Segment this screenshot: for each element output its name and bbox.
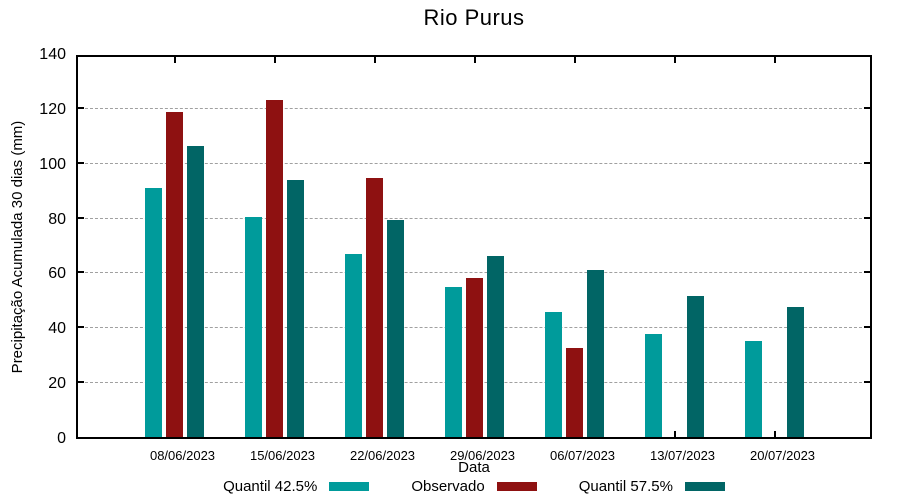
bar-observado: [266, 100, 283, 437]
y-tick-left: [78, 161, 84, 164]
legend-item: Observado: [411, 477, 537, 495]
bar-quantil-57-5-: [287, 180, 304, 437]
x-tick-top: [173, 57, 176, 63]
bar-observado: [366, 177, 383, 437]
bar-quantil-57-5-: [187, 145, 204, 437]
bar-quantil-42-5-: [145, 187, 162, 437]
legend-swatch: [496, 481, 537, 491]
x-tick-top: [773, 57, 776, 63]
bar-quantil-42-5-: [545, 311, 562, 437]
legend-item: Quantil 42.5%: [223, 477, 370, 495]
bar-observado: [166, 111, 183, 437]
x-axis-title: Data: [458, 459, 490, 476]
legend-label: Quantil 42.5%: [223, 477, 318, 495]
y-tick-left: [78, 271, 84, 274]
y-tick-left: [78, 381, 84, 384]
y-tick-label: 140: [39, 46, 66, 63]
legend-label: Observado: [411, 477, 485, 495]
x-tick-label: 20/07/2023: [749, 448, 816, 463]
y-tick-right: [864, 271, 870, 274]
x-tick-label: 13/07/2023: [649, 448, 716, 463]
x-tick-bottom: [773, 431, 776, 437]
y-gridline: [80, 162, 862, 164]
y-axis-title: Precipitação Acumulada 30 dias (mm): [9, 120, 26, 374]
y-tick-right: [864, 106, 870, 109]
y-gridline: [80, 107, 862, 109]
bar-quantil-57-5-: [487, 255, 504, 437]
y-tick-label: 120: [39, 100, 66, 118]
x-tick-bottom: [673, 431, 676, 437]
plot-area: [76, 55, 872, 439]
bar-quantil-42-5-: [645, 333, 662, 437]
x-tick-label: 06/07/2023: [549, 448, 616, 463]
y-tick-right: [864, 381, 870, 384]
x-axis-tick-labels: 08/06/2023 15/06/2023 22/06/2023 29/06/2023…: [0, 449, 900, 465]
x-tick-top: [373, 57, 376, 63]
legend-swatch: [329, 481, 370, 491]
y-tick-right: [864, 161, 870, 164]
y-tick-label: 0: [57, 430, 66, 447]
x-tick-label: 29/06/2023: [449, 448, 516, 463]
bar-quantil-42-5-: [345, 254, 362, 437]
bar-observado: [566, 347, 583, 437]
x-tick-label: 15/06/2023: [249, 448, 316, 463]
x-tick-label: 08/06/2023: [149, 448, 216, 463]
x-tick-top: [473, 57, 476, 63]
bar-quantil-42-5-: [745, 341, 762, 437]
bar-quantil-57-5-: [387, 219, 404, 437]
legend-label: Quantil 57.5%: [578, 477, 673, 495]
legend-item: Quantil 57.5%: [579, 478, 725, 495]
chart-legend: Quantil 42.5% Observado Quantil 57.5%: [76, 476, 872, 496]
y-tick-left: [78, 326, 84, 329]
bar-quantil-42-5-: [245, 217, 262, 437]
y-tick-right: [864, 216, 870, 219]
bar-quantil-57-5-: [687, 296, 704, 437]
y-tick-label: 20: [48, 375, 66, 393]
x-tick-top: [573, 57, 576, 63]
bar-quantil-42-5-: [445, 287, 462, 437]
bar-quantil-57-5-: [787, 307, 804, 437]
y-gridline: [80, 217, 862, 219]
bar-observado: [466, 278, 483, 437]
y-gridline: [80, 272, 862, 274]
bar-quantil-57-5-: [587, 270, 604, 437]
y-tick-right: [864, 326, 870, 329]
y-tick-left: [78, 106, 84, 109]
y-tick-left: [78, 216, 84, 219]
legend-swatch: [684, 481, 725, 491]
x-tick-label: 22/06/2023: [349, 448, 416, 463]
x-tick-top: [273, 57, 276, 63]
x-tick-top: [673, 57, 676, 63]
chart-title: Rio Purus: [423, 5, 525, 30]
